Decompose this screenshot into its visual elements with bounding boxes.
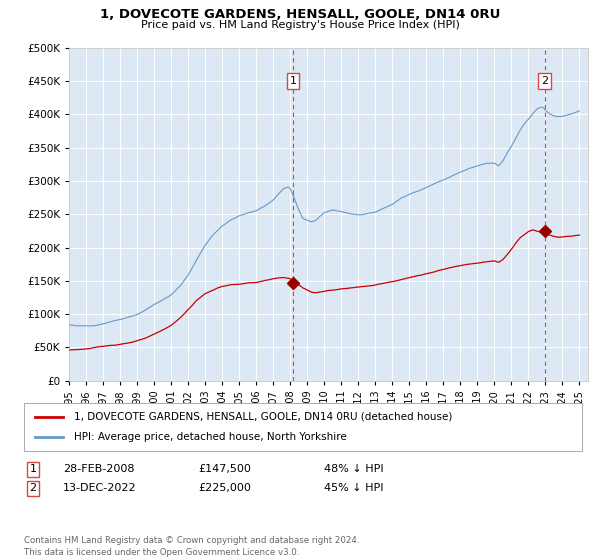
Text: 28-FEB-2008: 28-FEB-2008 bbox=[63, 464, 134, 474]
Text: 2: 2 bbox=[29, 483, 37, 493]
Text: 1, DOVECOTE GARDENS, HENSALL, GOOLE, DN14 0RU: 1, DOVECOTE GARDENS, HENSALL, GOOLE, DN1… bbox=[100, 8, 500, 21]
Text: 48% ↓ HPI: 48% ↓ HPI bbox=[324, 464, 383, 474]
Text: HPI: Average price, detached house, North Yorkshire: HPI: Average price, detached house, Nort… bbox=[74, 432, 347, 442]
Text: 2: 2 bbox=[541, 76, 548, 86]
Text: 1, DOVECOTE GARDENS, HENSALL, GOOLE, DN14 0RU (detached house): 1, DOVECOTE GARDENS, HENSALL, GOOLE, DN1… bbox=[74, 412, 452, 422]
Text: 1: 1 bbox=[29, 464, 37, 474]
Text: Price paid vs. HM Land Registry's House Price Index (HPI): Price paid vs. HM Land Registry's House … bbox=[140, 20, 460, 30]
Text: 1: 1 bbox=[289, 76, 296, 86]
Text: Contains HM Land Registry data © Crown copyright and database right 2024.
This d: Contains HM Land Registry data © Crown c… bbox=[24, 536, 359, 557]
Text: £225,000: £225,000 bbox=[198, 483, 251, 493]
Text: £147,500: £147,500 bbox=[198, 464, 251, 474]
Text: 45% ↓ HPI: 45% ↓ HPI bbox=[324, 483, 383, 493]
Text: 13-DEC-2022: 13-DEC-2022 bbox=[63, 483, 137, 493]
